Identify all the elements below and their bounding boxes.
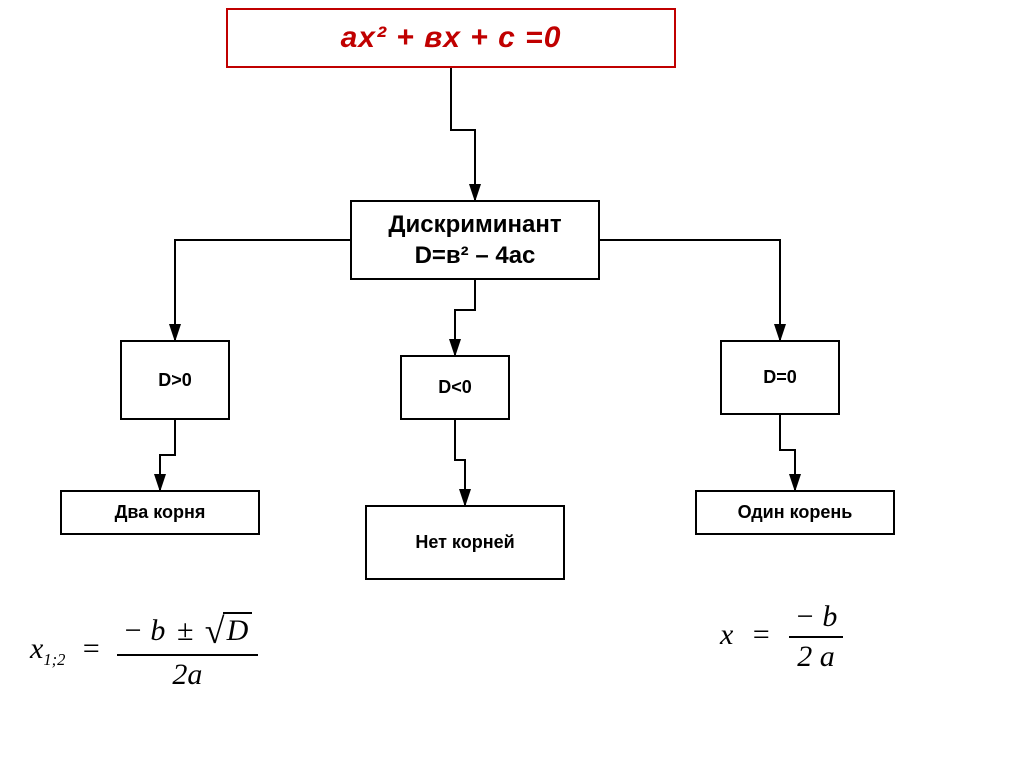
formula-two-roots: x1;2 = − b ± √D 2a — [30, 610, 258, 692]
equation-title-text: ах² + вх + с =0 — [341, 21, 562, 55]
fraction-two-roots: − b ± √D 2a — [117, 610, 259, 692]
condition-d-negative: D<0 — [400, 355, 510, 420]
fraction-one-root: − b 2 a — [789, 600, 844, 674]
x-subscript: 1;2 — [43, 650, 65, 669]
result-no-roots: Нет корней — [365, 505, 565, 580]
edge-disc-c1 — [175, 240, 350, 340]
result-two-roots: Два корня — [60, 490, 260, 535]
den-var: a — [820, 640, 835, 673]
formula-one-root: x = − b 2 a — [720, 600, 843, 674]
den-var: a — [187, 658, 202, 691]
result-one-root-text: Один корень — [738, 502, 853, 523]
edge-title-disc — [451, 68, 475, 200]
var-x: x — [720, 618, 733, 651]
equation-title-box: ах² + вх + с =0 — [226, 8, 676, 68]
equals-sign: = — [741, 618, 781, 651]
result-no-roots-text: Нет корней — [415, 532, 514, 553]
edge-c3-r3 — [780, 415, 795, 490]
result-two-roots-text: Два корня — [115, 502, 206, 523]
result-one-root: Один корень — [695, 490, 895, 535]
sqrt-symbol: √D — [205, 610, 252, 652]
condition-d-negative-text: D<0 — [438, 377, 472, 398]
discriminant-line2: D=в² – 4ас — [415, 240, 536, 271]
den-coef: 2 — [797, 640, 812, 673]
edge-c2-r2 — [455, 420, 465, 505]
var-b: b — [150, 614, 165, 647]
condition-d-positive: D>0 — [120, 340, 230, 420]
discriminant-box: Дискриминант D=в² – 4ас — [350, 200, 600, 280]
condition-d-zero: D=0 — [720, 340, 840, 415]
edge-c1-r1 — [160, 420, 175, 490]
var-b: b — [822, 600, 837, 633]
sqrt-arg: D — [223, 612, 253, 647]
plus-minus: ± — [173, 614, 197, 647]
edge-disc-c3 — [600, 240, 780, 340]
condition-d-positive-text: D>0 — [158, 370, 192, 391]
var-x: x — [30, 632, 43, 665]
equals-sign: = — [73, 632, 109, 665]
den-coef: 2 — [172, 658, 187, 691]
discriminant-line1: Дискриминант — [388, 209, 561, 240]
edge-disc-c2 — [455, 280, 475, 355]
minus-sign: − — [795, 600, 815, 633]
minus-sign: − — [123, 614, 143, 647]
condition-d-zero-text: D=0 — [763, 367, 797, 388]
